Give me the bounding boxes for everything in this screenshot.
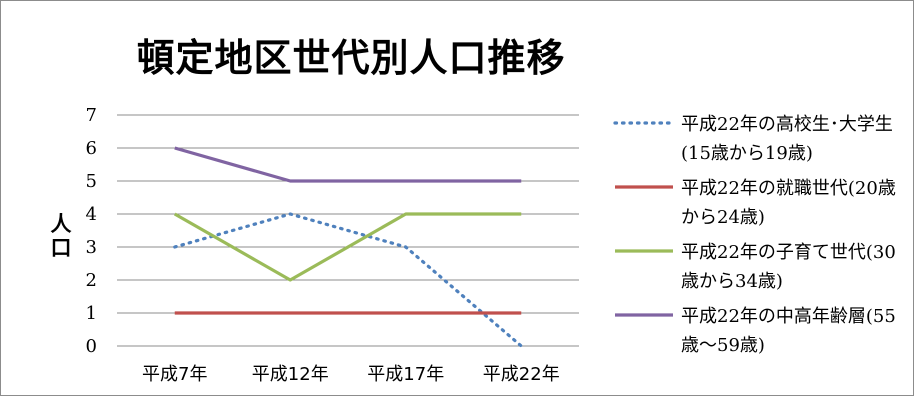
x-tick-label: 平成22年 xyxy=(483,364,560,385)
legend-label: 平成22年の子育て世代(30歳から34歳) xyxy=(681,242,896,292)
y-axis-label: 人 xyxy=(51,212,72,236)
y-tick-label: 6 xyxy=(86,138,97,159)
y-axis-label: 口 xyxy=(51,236,72,260)
series-line-3 xyxy=(173,212,522,282)
x-tick-label: 平成7年 xyxy=(142,364,207,385)
legend-item: 平成22年の子育て世代(30歳から34歳) xyxy=(611,241,911,305)
legend-item: 平成22年の中高年齢層(55歳～59歳) xyxy=(611,305,911,369)
y-tick-label: 3 xyxy=(86,237,97,258)
legend-label: 平成22年の中高年齢層(55歳～59歳) xyxy=(681,306,896,356)
legend-swatch xyxy=(613,121,675,125)
y-tick-label: 0 xyxy=(86,336,97,357)
legend-swatch xyxy=(615,313,673,317)
legend-item: 平成22年の高校生･大学生(15歳から19歳) xyxy=(611,113,911,177)
y-tick-label: 1 xyxy=(86,303,97,324)
chart-title: 頓定地区世代別人口推移 xyxy=(136,36,566,80)
y-tick-label: 7 xyxy=(86,105,97,126)
y-tick-label: 4 xyxy=(86,204,97,225)
legend-swatch xyxy=(615,185,673,189)
legend-label: 平成22年の就職世代(20歳から24歳) xyxy=(681,178,896,228)
legend: 平成22年の高校生･大学生(15歳から19歳) 平成22年の就職世代(20歳から2… xyxy=(611,113,911,369)
y-tick-label: 2 xyxy=(86,270,97,291)
x-tick-label: 平成12年 xyxy=(252,364,329,385)
legend-label: 平成22年の高校生･大学生(15歳から19歳) xyxy=(681,114,893,164)
x-tick-label: 平成17年 xyxy=(367,364,444,385)
y-tick-label: 5 xyxy=(86,171,97,192)
legend-item: 平成22年の就職世代(20歳から24歳) xyxy=(611,177,911,241)
series-line-4 xyxy=(174,146,522,183)
series-line-1 xyxy=(173,212,523,348)
legend-swatch xyxy=(615,249,673,253)
